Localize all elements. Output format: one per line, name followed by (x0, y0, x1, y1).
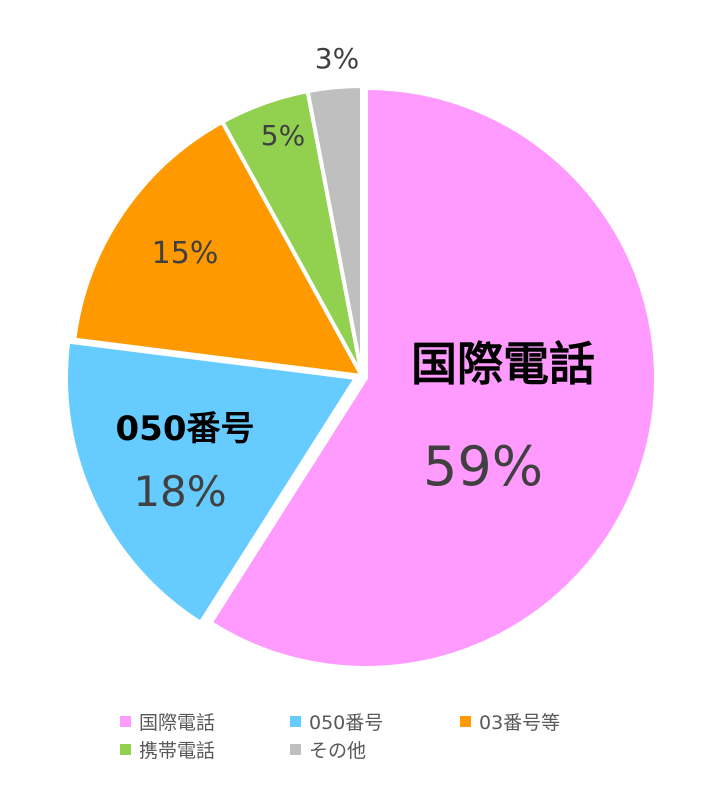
legend-swatch (120, 716, 131, 727)
data-label-mobile: 5% (261, 119, 305, 152)
legend-item-03: 03番号等 (460, 708, 560, 735)
legend-label: その他 (309, 740, 367, 762)
data-label-category-050: 050番号 (116, 409, 255, 449)
legend-label: 03番号等 (479, 712, 561, 734)
legend-item-mobile: 携帯電話 (120, 736, 215, 763)
data-label-other: 3% (315, 42, 359, 75)
data-label-international: 59% (423, 435, 543, 498)
legend-swatch (290, 744, 301, 755)
legend-item-international: 国際電話 (120, 708, 215, 735)
slice-03 (72, 119, 366, 379)
legend-label: 携帯電話 (139, 740, 216, 762)
legend-swatch (290, 716, 301, 727)
slice-050 (64, 339, 360, 626)
legend-swatch (120, 744, 131, 755)
legend-item-other: その他 (290, 736, 366, 763)
legend-label: 050番号 (309, 712, 384, 734)
data-label-03: 15% (152, 236, 219, 271)
slice-international (207, 85, 658, 670)
legend-swatch (460, 716, 471, 727)
legend-label: 国際電話 (139, 712, 216, 734)
legend-item-050: 050番号 (290, 708, 383, 735)
slice-other (305, 83, 364, 377)
data-label-050: 18% (133, 467, 226, 516)
data-label-category-international: 国際電話 (411, 337, 595, 391)
